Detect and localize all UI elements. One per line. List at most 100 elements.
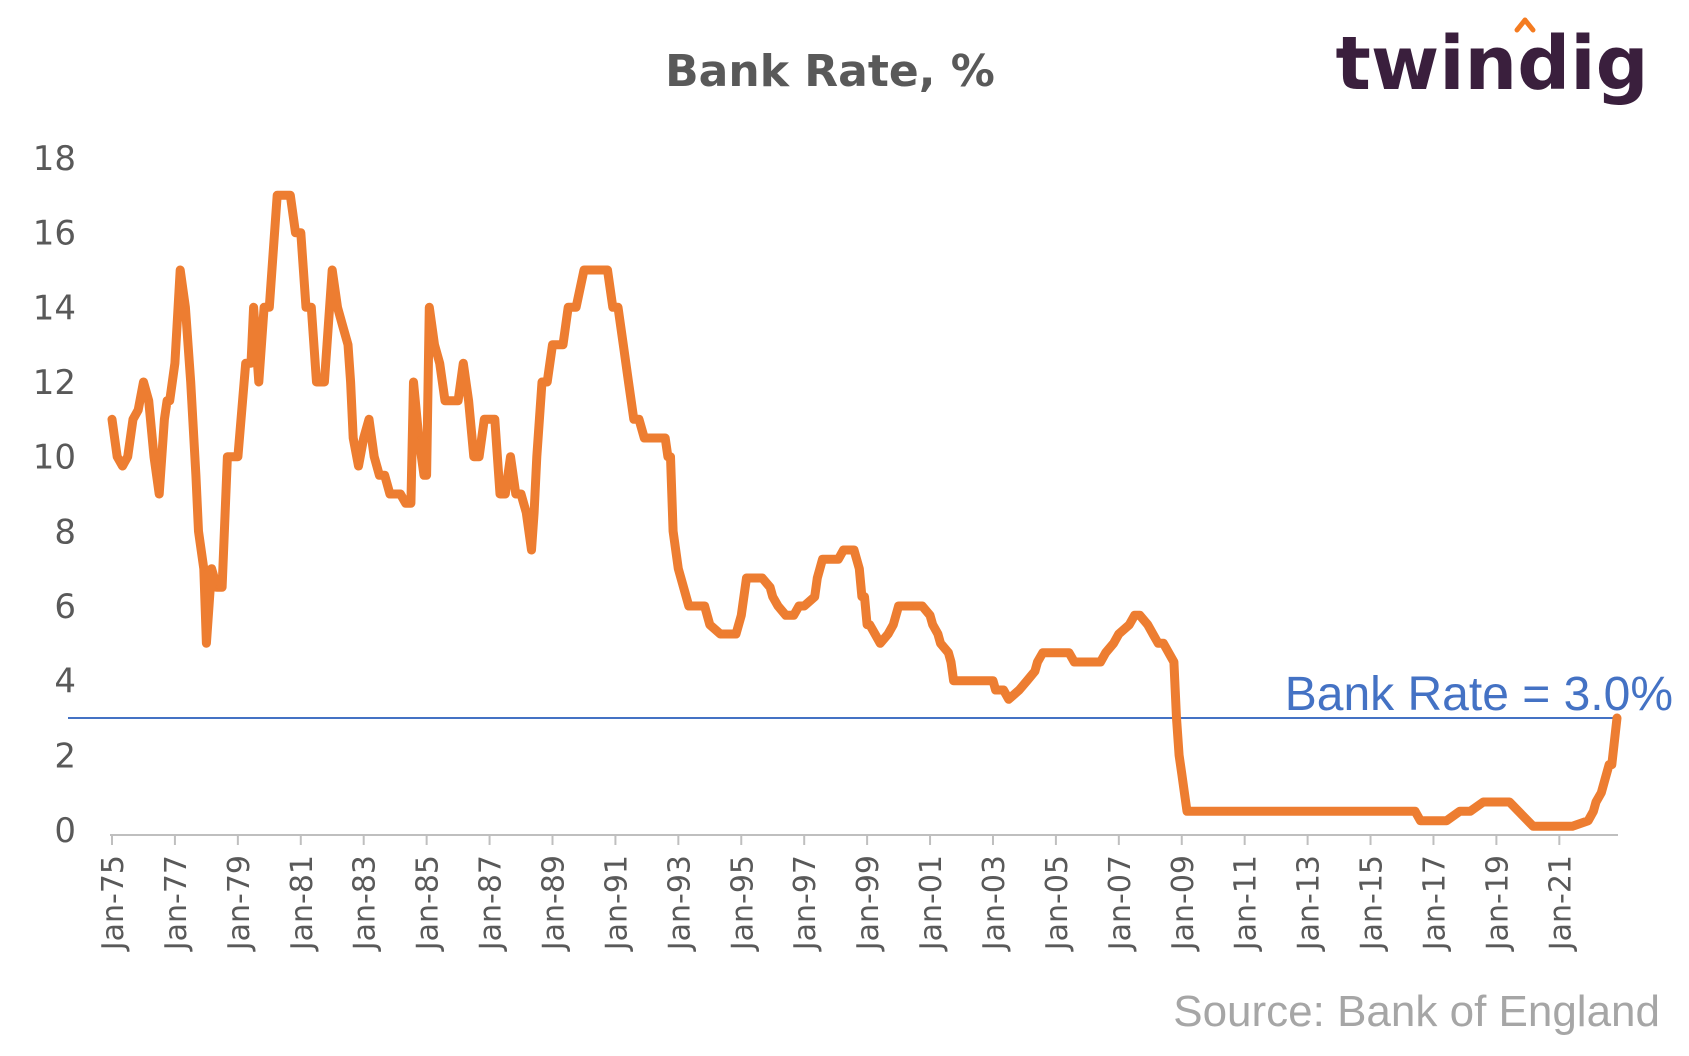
- data-point: [1161, 641, 1165, 645]
- x-tick-label: Jan-83: [348, 855, 383, 952]
- data-point: [797, 604, 801, 608]
- data-point: [398, 492, 402, 496]
- data-point: [110, 417, 114, 421]
- data-point: [165, 399, 169, 403]
- data-point: [703, 604, 707, 608]
- data-point: [1177, 753, 1181, 757]
- data-point: [530, 548, 533, 552]
- data-point: [1033, 669, 1037, 673]
- data-point: [931, 623, 935, 627]
- data-point: [1151, 632, 1155, 636]
- data-point: [477, 455, 481, 459]
- x-tick-label: Jan-91: [599, 855, 634, 952]
- x-tick-label: Jan-99: [851, 855, 886, 952]
- x-tick-label: Jan-07: [1103, 855, 1138, 952]
- data-point: [1025, 679, 1029, 683]
- data-point: [377, 473, 381, 477]
- data-point: [910, 604, 914, 608]
- data-point: [283, 193, 287, 197]
- data-point: [197, 529, 200, 533]
- data-point: [752, 576, 756, 580]
- data-point: [349, 380, 353, 384]
- data-point: [566, 305, 570, 309]
- data-point: [551, 343, 554, 347]
- data-point: [1146, 623, 1150, 627]
- data-point: [611, 305, 615, 309]
- data-point: [183, 305, 187, 309]
- data-point: [687, 604, 691, 608]
- y-tick-label: 10: [33, 438, 76, 478]
- data-point: [658, 436, 662, 440]
- data-point: [1481, 800, 1485, 804]
- data-point: [509, 455, 512, 459]
- data-point: [616, 305, 620, 309]
- data-point: [939, 641, 942, 645]
- data-point: [136, 408, 140, 412]
- data-point: [561, 343, 565, 347]
- data-point: [524, 511, 528, 515]
- data-point: [708, 623, 712, 627]
- y-tick-label: 18: [33, 139, 76, 179]
- data-point: [873, 632, 877, 636]
- y-tick-label: 2: [54, 736, 76, 776]
- data-point: [598, 268, 602, 272]
- data-point: [818, 567, 822, 571]
- data-point: [590, 268, 594, 272]
- data-point: [582, 268, 586, 272]
- data-point: [1072, 660, 1076, 664]
- data-point: [1610, 763, 1614, 767]
- x-tick-label: Jan-21: [1543, 855, 1578, 952]
- x-tick-label: Jan-05: [1040, 855, 1075, 952]
- data-point: [991, 679, 995, 683]
- data-point: [325, 343, 329, 347]
- data-point: [178, 268, 182, 272]
- data-point: [1287, 809, 1291, 813]
- data-point: [288, 193, 292, 197]
- data-point: [1127, 623, 1131, 627]
- data-point: [1350, 809, 1354, 813]
- data-point: [173, 361, 177, 365]
- data-point: [899, 604, 903, 608]
- data-point: [952, 679, 956, 683]
- data-point: [847, 548, 851, 552]
- data-point: [309, 305, 313, 309]
- x-tick-label: Jan-09: [1166, 855, 1201, 952]
- data-point: [1083, 660, 1087, 664]
- x-tick-label: Jan-97: [788, 855, 823, 952]
- data-point: [404, 501, 408, 505]
- data-point: [1458, 809, 1462, 813]
- data-point: [351, 436, 355, 440]
- data-point: [540, 380, 544, 384]
- y-axis: 0 2 4 6 8 10 12 14 16 18: [33, 139, 76, 851]
- data-point: [784, 613, 788, 617]
- twindig-logo: twindig: [1335, 21, 1648, 107]
- data-point: [954, 679, 958, 683]
- y-tick-label: 14: [33, 288, 76, 328]
- data-point: [438, 361, 442, 365]
- data-point: [863, 595, 866, 599]
- data-point: [760, 576, 764, 580]
- data-point: [383, 473, 387, 477]
- data-point: [189, 380, 193, 384]
- x-tick-label: Jan-95: [725, 855, 760, 952]
- data-point: [1180, 772, 1184, 776]
- x-tick-label: Jan-85: [411, 855, 446, 952]
- x-tick-label: Jan-75: [96, 855, 131, 952]
- data-point: [448, 399, 452, 403]
- data-point: [946, 651, 950, 655]
- data-point: [650, 436, 654, 440]
- data-point: [152, 455, 156, 459]
- data-point: [267, 305, 271, 309]
- data-point: [1615, 716, 1619, 720]
- x-tick-label: Jan-13: [1292, 855, 1327, 952]
- data-point: [503, 492, 507, 496]
- data-point: [1586, 819, 1590, 823]
- data-point: [860, 595, 864, 599]
- data-point: [1536, 824, 1540, 828]
- x-tick-label: Jan-03: [977, 855, 1012, 952]
- data-point: [131, 417, 135, 421]
- data-point: [637, 417, 641, 421]
- data-point: [994, 688, 998, 692]
- data-point: [671, 529, 675, 533]
- x-tick-label: Jan-17: [1417, 855, 1452, 952]
